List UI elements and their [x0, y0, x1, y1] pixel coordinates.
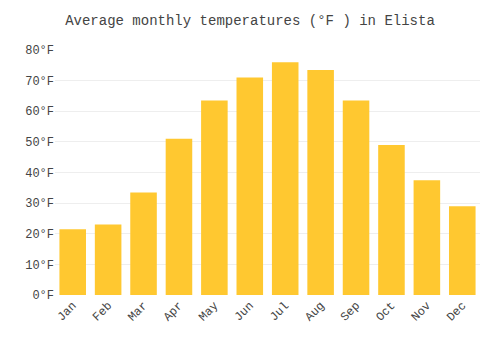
svg-text:0°F: 0°F	[32, 289, 54, 303]
svg-text:Nov: Nov	[409, 299, 434, 324]
svg-text:30°F: 30°F	[25, 197, 54, 211]
svg-text:Jan: Jan	[55, 299, 80, 324]
svg-text:Dec: Dec	[444, 299, 469, 324]
svg-text:70°F: 70°F	[25, 75, 54, 89]
svg-text:Average monthly temperatures (: Average monthly temperatures (°F ) in El…	[65, 13, 435, 29]
svg-text:Sep: Sep	[338, 299, 363, 324]
svg-text:Jun: Jun	[232, 299, 257, 324]
svg-text:10°F: 10°F	[25, 259, 54, 273]
svg-text:Feb: Feb	[90, 299, 115, 324]
svg-text:Oct: Oct	[373, 299, 398, 324]
svg-text:80°F: 80°F	[25, 44, 54, 58]
svg-text:May: May	[196, 299, 221, 324]
svg-text:40°F: 40°F	[25, 167, 54, 181]
svg-text:Aug: Aug	[303, 299, 328, 324]
svg-text:20°F: 20°F	[25, 228, 54, 242]
svg-text:Mar: Mar	[125, 299, 150, 324]
svg-text:50°F: 50°F	[25, 136, 54, 150]
svg-text:Jul: Jul	[267, 299, 292, 324]
svg-text:Apr: Apr	[161, 299, 186, 324]
svg-text:60°F: 60°F	[25, 105, 54, 119]
